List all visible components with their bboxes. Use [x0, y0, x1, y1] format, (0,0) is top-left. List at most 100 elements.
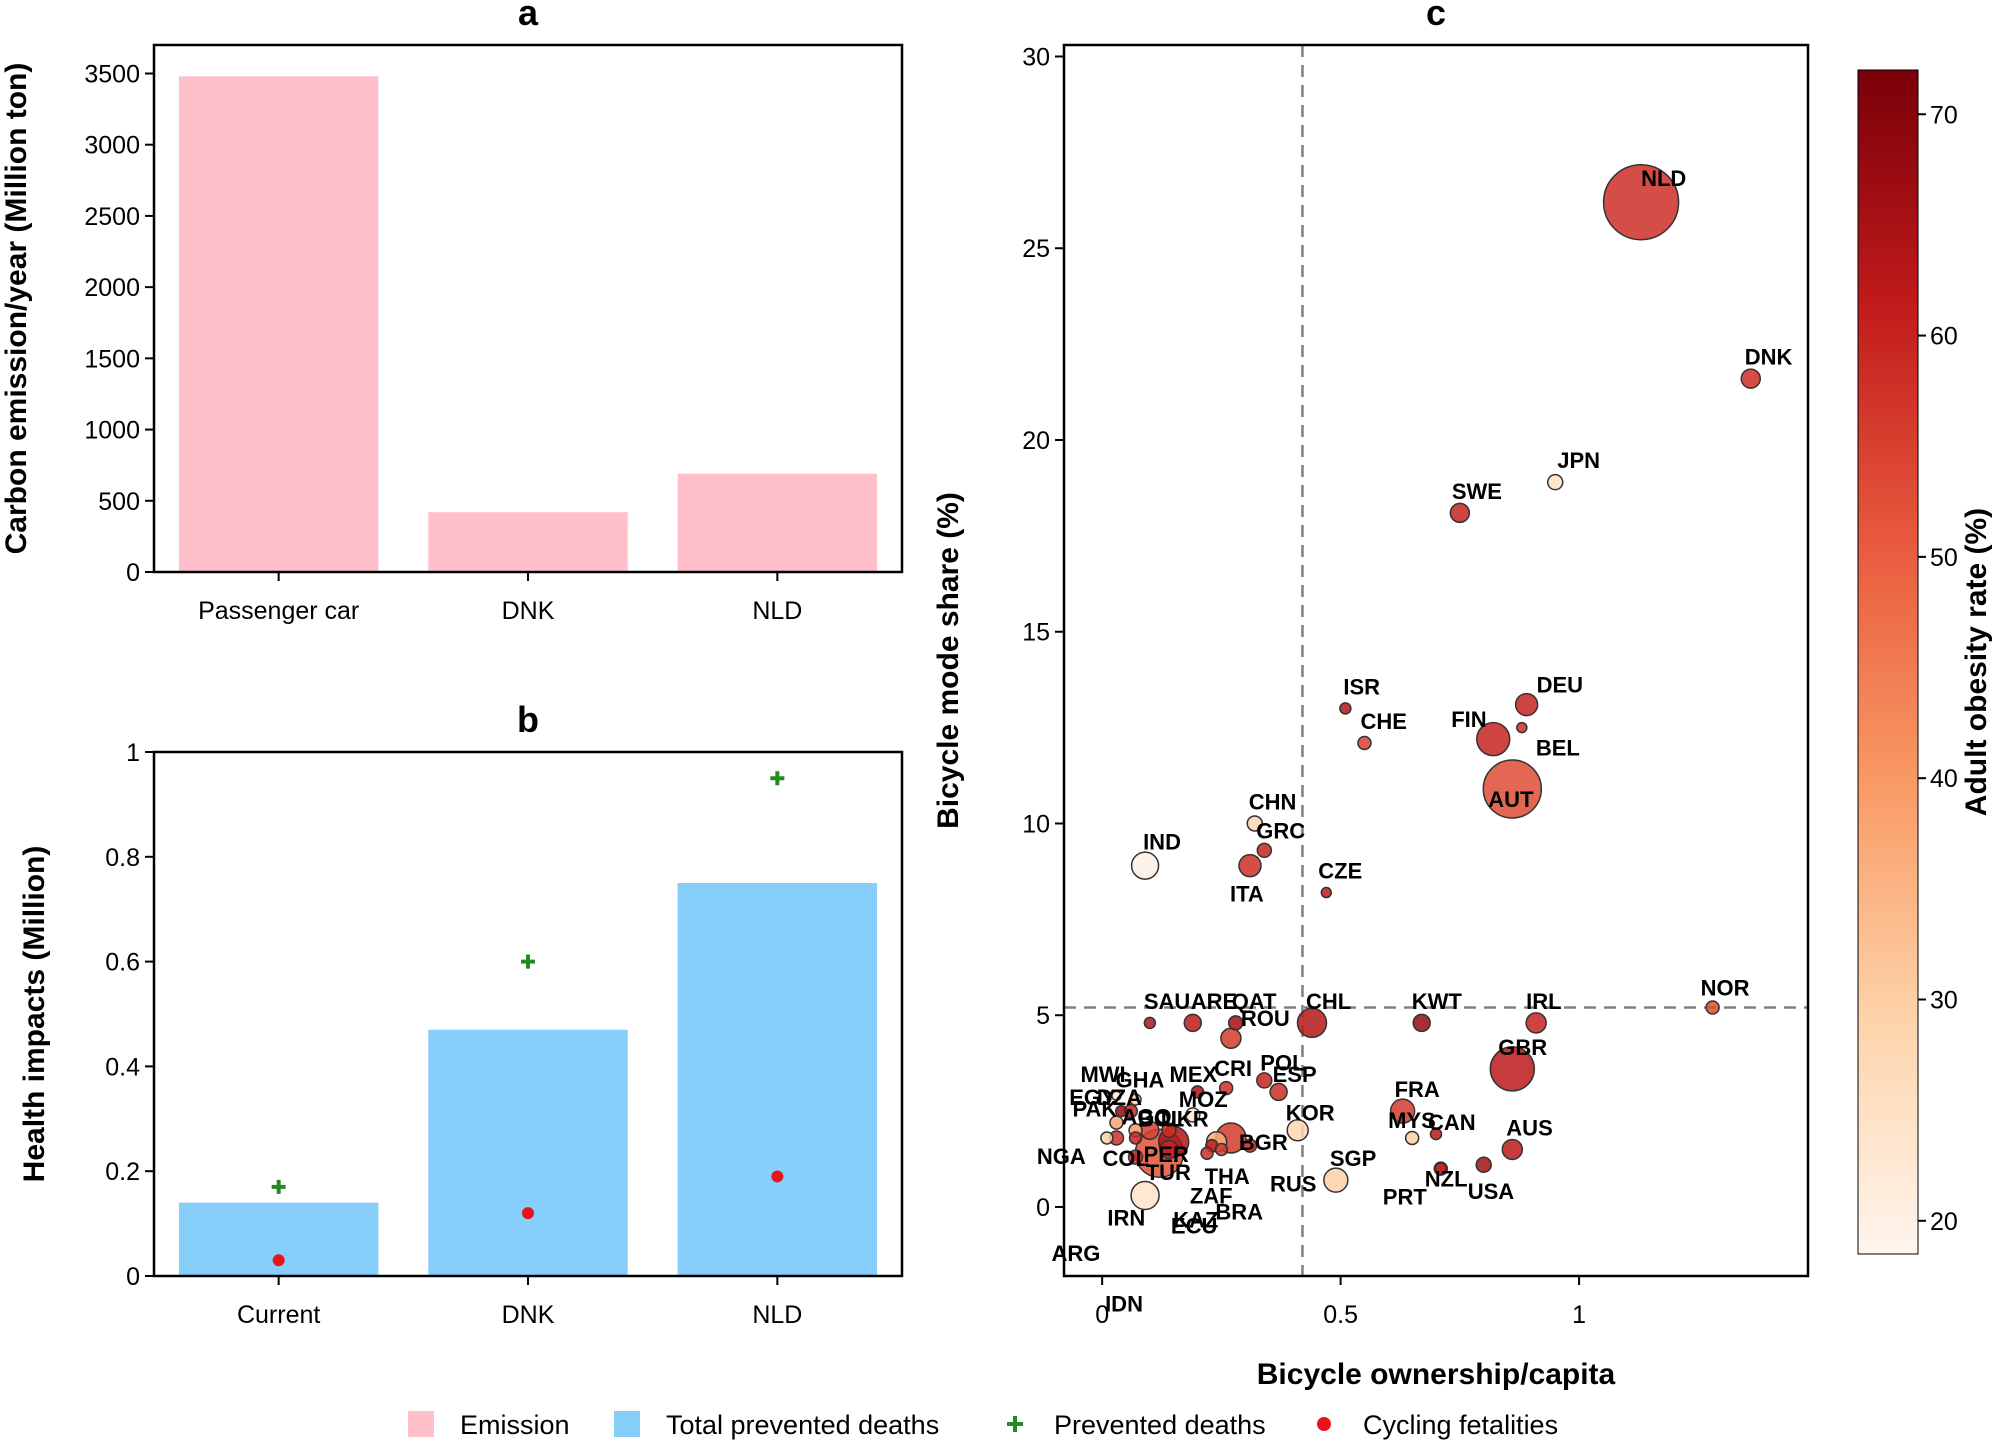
point-label-aut: AUT	[1488, 787, 1534, 812]
point-moz	[1185, 1107, 1201, 1123]
panel-a-ytick-label: 3000	[84, 132, 140, 160]
panel-a-ytick-label: 1500	[84, 345, 140, 373]
bar-b-nld	[677, 883, 878, 1276]
panel-b-xtick-label: Current	[237, 1301, 320, 1329]
panel-b-ylabel: Health impacts (Million)	[18, 846, 51, 1183]
point-label-dza: DZA	[1097, 1085, 1142, 1110]
panel-c-xtick-label: 0	[1095, 1301, 1109, 1329]
point-label-irl: IRL	[1526, 989, 1561, 1014]
panel-c-xlabel: Bicycle ownership/capita	[1257, 1358, 1616, 1391]
point-nor	[1705, 1000, 1720, 1015]
point-label-qat: QAT	[1232, 989, 1277, 1014]
point-label-tur: TUR	[1146, 1160, 1191, 1185]
legend-swatch-1	[614, 1411, 640, 1437]
point-chn	[1246, 815, 1264, 832]
point-chl	[1296, 1007, 1328, 1039]
point-label-ecu: ECU	[1171, 1213, 1217, 1238]
point-ita	[1238, 853, 1262, 878]
panel-b-letter: b	[517, 699, 539, 740]
point-mys	[1404, 1130, 1420, 1146]
panel-a-ytick-label: 3500	[84, 60, 140, 88]
point-che	[1357, 735, 1372, 751]
panel-a-ytick-label: 2500	[84, 203, 140, 231]
legend-swatch-0	[408, 1411, 434, 1437]
point-label-ita: ITA	[1230, 882, 1264, 907]
point-label-idn: IDN	[1105, 1291, 1143, 1316]
point-label-col: COL	[1102, 1146, 1148, 1171]
point-label-prt: PRT	[1383, 1185, 1428, 1210]
legend-label-2: Prevented deaths	[1054, 1410, 1266, 1440]
point-gha	[1129, 1093, 1142, 1106]
legend-swatch-3	[1317, 1417, 1331, 1431]
colorbar	[1857, 69, 1919, 1255]
point-label-are: ARE	[1191, 989, 1237, 1014]
point-label-moz: MOZ	[1179, 1087, 1228, 1112]
bar-a-dnk	[428, 512, 628, 572]
bar-b-dnk	[428, 1029, 628, 1276]
panel-c-ytick-label: 15	[1022, 619, 1050, 647]
panel-a-ytick-label: 500	[98, 488, 140, 516]
point-label-egy: EGY	[1069, 1085, 1116, 1110]
point-sau	[1143, 1016, 1157, 1030]
point-kwt	[1412, 1013, 1431, 1033]
point-label-nzl: NZL	[1425, 1167, 1468, 1192]
point-fin	[1475, 721, 1511, 757]
point-bra	[1214, 1142, 1229, 1157]
point-dnk	[1740, 368, 1762, 389]
point-ecu	[1159, 1139, 1179, 1160]
panel-b-ytick-label: 0.2	[105, 1158, 140, 1186]
point-aus	[1501, 1138, 1524, 1161]
point-label-mys: MYS	[1388, 1108, 1436, 1133]
point-aut	[1482, 759, 1543, 819]
point-label-nga: NGA	[1037, 1144, 1086, 1169]
point-qat	[1227, 1015, 1244, 1031]
legend-label-3: Cycling fetalities	[1363, 1410, 1558, 1440]
point-deu	[1514, 692, 1539, 717]
point-fra	[1389, 1098, 1416, 1124]
point-idn	[1130, 1180, 1160, 1211]
point-label-mwi: MWI	[1080, 1062, 1125, 1087]
point-cri	[1218, 1080, 1234, 1096]
legend-label-1: Total prevented deaths	[666, 1410, 939, 1440]
panel-c-ylabel: Bicycle mode share (%)	[932, 492, 965, 829]
point-label-rus: RUS	[1270, 1172, 1316, 1197]
panel-b-xtick-label: DNK	[502, 1301, 555, 1329]
point-label-ago: AGO	[1122, 1104, 1172, 1129]
point-can	[1429, 1127, 1443, 1141]
point-label-aus: AUS	[1506, 1115, 1552, 1140]
panel-b-xtick-label: NLD	[752, 1301, 802, 1329]
point-label-bel: BEL	[1536, 736, 1580, 761]
colorbar-tick-label: 40	[1930, 765, 1958, 793]
point-label-deu: DEU	[1537, 673, 1583, 698]
point-nld	[1602, 163, 1680, 241]
point-kor	[1286, 1119, 1309, 1142]
point-label-kwt: KWT	[1412, 989, 1463, 1014]
point-label-esp: ESP	[1273, 1062, 1317, 1087]
panel-c-letter: c	[1426, 0, 1446, 33]
point-label-bra: BRA	[1215, 1199, 1263, 1224]
panel-c-ytick-label: 0	[1036, 1194, 1050, 1222]
point-cze	[1320, 886, 1333, 899]
point-irl	[1525, 1012, 1547, 1034]
point-per	[1128, 1131, 1143, 1145]
point-mwi	[1111, 1090, 1122, 1102]
panel-c-ytick-label: 30	[1022, 44, 1050, 72]
panel-b-ytick-label: 0.8	[105, 844, 140, 872]
point-usa	[1475, 1156, 1492, 1174]
colorbar-tick-label: 50	[1930, 544, 1958, 572]
panel-c-ytick-label: 5	[1036, 1002, 1050, 1030]
point-label-fra: FRA	[1395, 1077, 1440, 1102]
panel-c-xtick-label: 0.5	[1323, 1301, 1358, 1329]
point-label-kaz: KAZ	[1173, 1207, 1218, 1232]
point-bel	[1516, 721, 1528, 734]
point-label-dnk: DNK	[1745, 345, 1793, 370]
point-label-chn: CHN	[1249, 789, 1297, 814]
point-kaz	[1200, 1146, 1214, 1161]
point-label-nld: NLD	[1641, 166, 1686, 191]
point-are	[1183, 1013, 1203, 1033]
point-label-bgr: BGR	[1239, 1130, 1288, 1155]
panel-b-ytick-label: 1	[126, 739, 140, 767]
point-label-ind: IND	[1143, 830, 1181, 855]
